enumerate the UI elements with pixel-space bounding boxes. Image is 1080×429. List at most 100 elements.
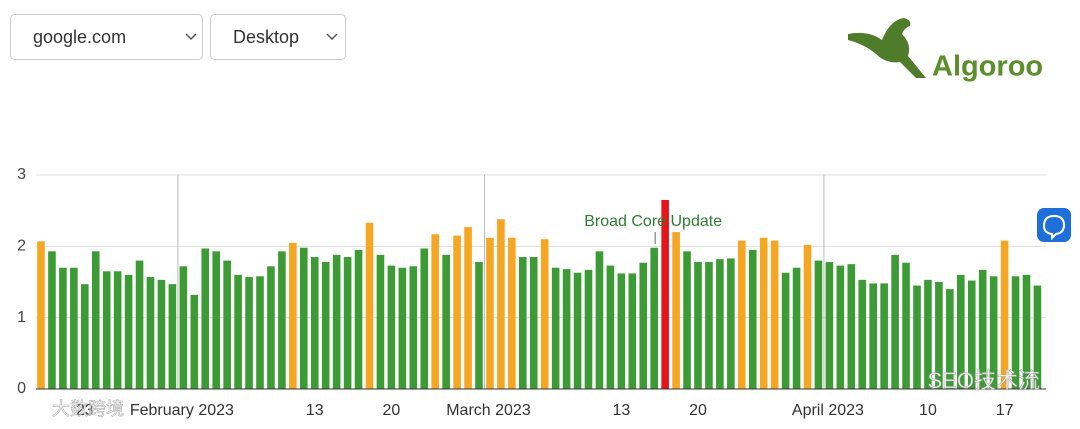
chevron	[326, 33, 338, 41]
bar	[168, 284, 177, 389]
bar	[672, 232, 680, 389]
y-tick-label: 0	[17, 380, 26, 397]
bar	[935, 282, 943, 389]
bar	[858, 279, 867, 389]
bar	[37, 241, 45, 389]
bar	[540, 239, 549, 389]
bar	[387, 265, 396, 389]
x-tick-label: 13	[306, 402, 324, 419]
select-value[interactable]: google.com	[33, 27, 126, 47]
bar	[398, 267, 407, 389]
bar	[529, 257, 538, 389]
watermark: 大数跨境	[52, 399, 124, 419]
select-value[interactable]: Desktop	[233, 27, 299, 47]
logo-text: Algoroo	[932, 51, 1043, 83]
bar	[759, 237, 768, 389]
bar	[738, 240, 746, 389]
bar	[847, 264, 856, 389]
bar	[124, 274, 133, 389]
annotation: Broad Core Update	[584, 213, 722, 230]
bar	[135, 260, 144, 389]
bar	[365, 222, 374, 389]
select-box[interactable]	[210, 14, 346, 60]
bar	[497, 219, 505, 389]
bar	[650, 247, 658, 389]
bar	[113, 271, 122, 389]
bar	[825, 262, 834, 389]
bar	[464, 227, 472, 389]
bar	[376, 254, 385, 389]
bar	[803, 244, 812, 389]
bar	[1022, 274, 1031, 389]
x-tick-label: 17	[996, 402, 1014, 419]
chevron	[185, 33, 197, 41]
bar	[81, 284, 89, 389]
icon-button[interactable]	[1037, 208, 1071, 242]
bar	[1011, 276, 1020, 389]
site-select[interactable]: google.com	[10, 14, 203, 60]
x-tick-label: 20	[689, 402, 707, 419]
bar	[310, 257, 319, 389]
bar	[431, 234, 439, 389]
bar	[639, 262, 648, 389]
bar	[256, 276, 264, 389]
bar	[891, 254, 899, 389]
bar	[814, 260, 823, 389]
bar	[562, 269, 571, 389]
x-tick-label: 10	[919, 402, 937, 419]
bar	[573, 272, 582, 389]
bar	[420, 248, 429, 389]
bar	[628, 273, 637, 389]
bar	[190, 294, 199, 389]
kangaroo	[848, 18, 926, 78]
bar	[102, 271, 111, 389]
bar	[223, 260, 231, 389]
bar	[157, 279, 166, 389]
select-box[interactable]	[10, 14, 203, 60]
bar	[267, 266, 275, 389]
side-button[interactable]	[1037, 208, 1071, 242]
bar	[617, 273, 626, 389]
bar	[278, 251, 286, 389]
bar	[989, 276, 998, 389]
bar	[354, 249, 363, 389]
bar	[913, 285, 921, 389]
x-tick-label: February 2023	[130, 402, 234, 419]
x-tick-label: 13	[612, 402, 630, 419]
bar	[683, 251, 691, 389]
bar	[146, 277, 155, 389]
bar	[694, 262, 702, 389]
bar	[179, 266, 188, 389]
bar	[1033, 285, 1042, 389]
bar	[245, 277, 253, 389]
icon	[1042, 214, 1066, 241]
bar	[727, 258, 735, 389]
bar	[300, 247, 308, 389]
bar	[957, 274, 965, 389]
device-select[interactable]: Desktop	[210, 14, 346, 60]
bar	[343, 257, 352, 389]
y-tick-label: 1	[17, 309, 26, 326]
y-tick-label: 3	[17, 166, 26, 183]
bar	[289, 242, 297, 389]
x-tick-label: March 2023	[446, 402, 531, 419]
bar	[836, 265, 845, 389]
bar	[595, 251, 604, 389]
bar	[748, 249, 757, 389]
bar	[661, 199, 669, 389]
bar	[508, 237, 516, 389]
bar	[332, 254, 341, 389]
bar	[486, 237, 494, 389]
bar	[869, 283, 877, 389]
bar	[1000, 240, 1009, 389]
bar	[792, 267, 801, 389]
bar	[234, 274, 242, 389]
x-tick-label: April 2023	[792, 402, 864, 419]
bar	[59, 267, 67, 389]
y-tick-label: 2	[17, 238, 26, 255]
bar	[442, 254, 450, 389]
bar	[519, 257, 527, 389]
bar	[606, 265, 615, 389]
